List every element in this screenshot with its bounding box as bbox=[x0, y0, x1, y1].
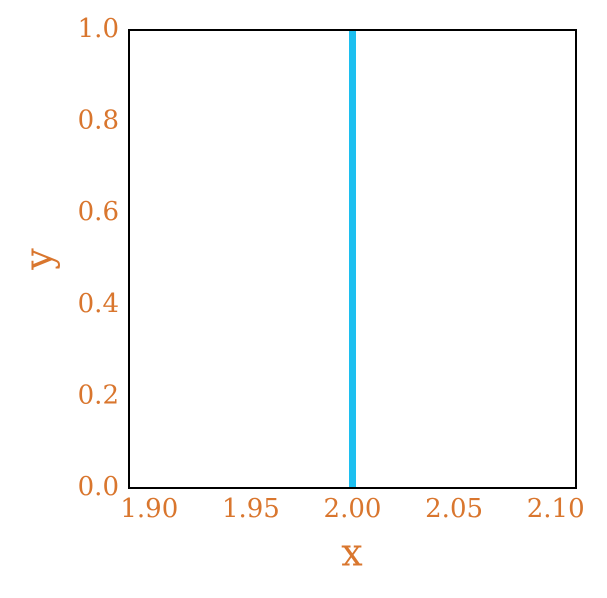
x-tick-label: 2.05 bbox=[425, 494, 483, 524]
plot-frame bbox=[128, 29, 577, 489]
y-tick-label: 0.4 bbox=[78, 289, 119, 319]
y-tick-label: 0.2 bbox=[78, 380, 119, 410]
x-tick-label: 1.90 bbox=[120, 494, 178, 524]
x-tick-label: 2.00 bbox=[324, 494, 382, 524]
y-tick-label: 1.0 bbox=[78, 14, 119, 44]
x-axis-label: x bbox=[341, 531, 362, 575]
y-tick-label: 0.6 bbox=[78, 197, 119, 227]
y-tick-label: 0.8 bbox=[78, 106, 119, 136]
x-tick-label: 2.10 bbox=[527, 494, 585, 524]
x-tick-label: 1.95 bbox=[222, 494, 280, 524]
y-axis-label: y bbox=[17, 248, 61, 271]
y-tick-label: 0.0 bbox=[78, 472, 119, 502]
